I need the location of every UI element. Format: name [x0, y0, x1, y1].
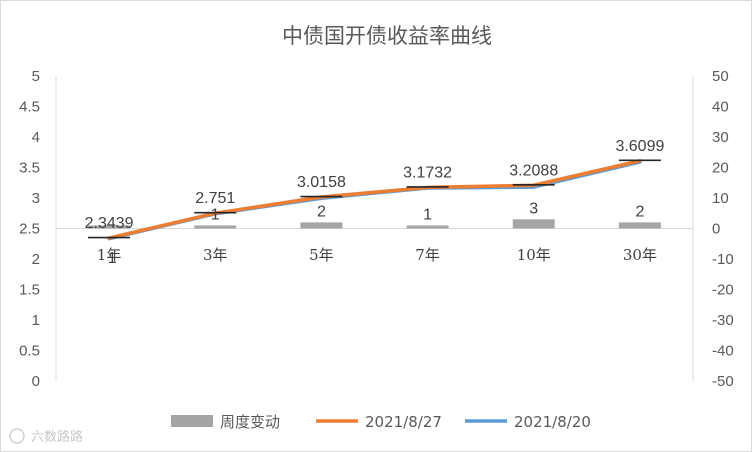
line-series [107, 159, 642, 241]
line-value-label: 3.0158 [297, 174, 346, 191]
left-tick-label: 2 [32, 251, 40, 268]
category-label: 3年 [203, 246, 228, 264]
chart-title: 中债国开债收益率曲线 [282, 24, 492, 48]
left-tick-label: 2.5 [19, 221, 40, 238]
data-markers [88, 159, 661, 239]
category-label: 1年 [97, 246, 122, 264]
legend-swatch-bar [171, 415, 213, 427]
bar-value-label: 2 [635, 203, 644, 220]
right-tick-label: 20 [712, 160, 729, 177]
left-tick-label: 0.5 [19, 343, 40, 360]
bar-value-label: 3 [529, 200, 538, 217]
bar-value-label: 2 [317, 203, 326, 220]
left-tick-label: 0 [32, 373, 40, 390]
bar [88, 225, 131, 229]
bar-series [88, 219, 661, 229]
line-value-label: 2.3439 [85, 215, 134, 232]
left-tick-label: 3.5 [19, 160, 40, 177]
right-tick-label: 40 [712, 99, 729, 116]
series-line [107, 159, 642, 240]
left-tick-label: 5 [32, 68, 40, 85]
bar-value-label: 1 [423, 206, 432, 223]
bar [406, 225, 449, 229]
legend-label: 周度变动 [220, 413, 280, 431]
right-tick-label: -50 [712, 373, 734, 390]
bar [618, 222, 661, 229]
bar-value-label: 1 [108, 250, 117, 267]
right-tick-label: 10 [712, 190, 729, 207]
right-tick-label: 50 [712, 68, 729, 85]
left-tick-label: 4 [32, 129, 40, 146]
bar-value-label: 1 [211, 206, 220, 223]
category-label: 10年 [517, 246, 551, 264]
left-tick-label: 3 [32, 190, 40, 207]
left-tick-label: 4.5 [19, 99, 40, 116]
line-value-label: 3.2088 [509, 162, 558, 179]
right-tick-label: 30 [712, 129, 729, 146]
category-label: 30年 [623, 246, 657, 264]
right-tick-label: -10 [712, 251, 734, 268]
right-tick-label: 0 [712, 221, 720, 238]
bar [512, 219, 555, 229]
line-value-label: 2.751 [195, 190, 235, 207]
watermark-logo-icon [9, 428, 25, 444]
right-tick-label: -30 [712, 312, 734, 329]
axes: 0 0.5 1 1.5 2 2.5 3 3.5 4 4.5 5 -50 -40 -30 -20 -10 0 10 2… [19, 68, 734, 390]
category-label: 7年 [415, 246, 440, 264]
line-value-label: 3.1732 [403, 164, 452, 181]
bar [300, 222, 343, 229]
legend: 周度变动 2021/8/27 2021/8/20 [171, 413, 591, 431]
category-label: 5年 [309, 246, 334, 264]
legend-label: 2021/8/27 [365, 413, 442, 431]
legend-label: 2021/8/20 [514, 413, 591, 431]
line-value-label: 3.6099 [615, 138, 664, 155]
watermark: 六数路路 [9, 428, 83, 445]
right-tick-label: -40 [712, 343, 734, 360]
series-line [107, 160, 642, 241]
left-tick-label: 1 [32, 312, 40, 329]
watermark-text: 六数路路 [31, 429, 83, 445]
bar [194, 225, 237, 229]
right-tick-label: -20 [712, 282, 734, 299]
data-labels: 1 1 2 1 3 2 2.3439 2.751 3.0158 3.1732 3.2088 3.609… [85, 138, 665, 267]
left-tick-label: 1.5 [19, 282, 40, 299]
